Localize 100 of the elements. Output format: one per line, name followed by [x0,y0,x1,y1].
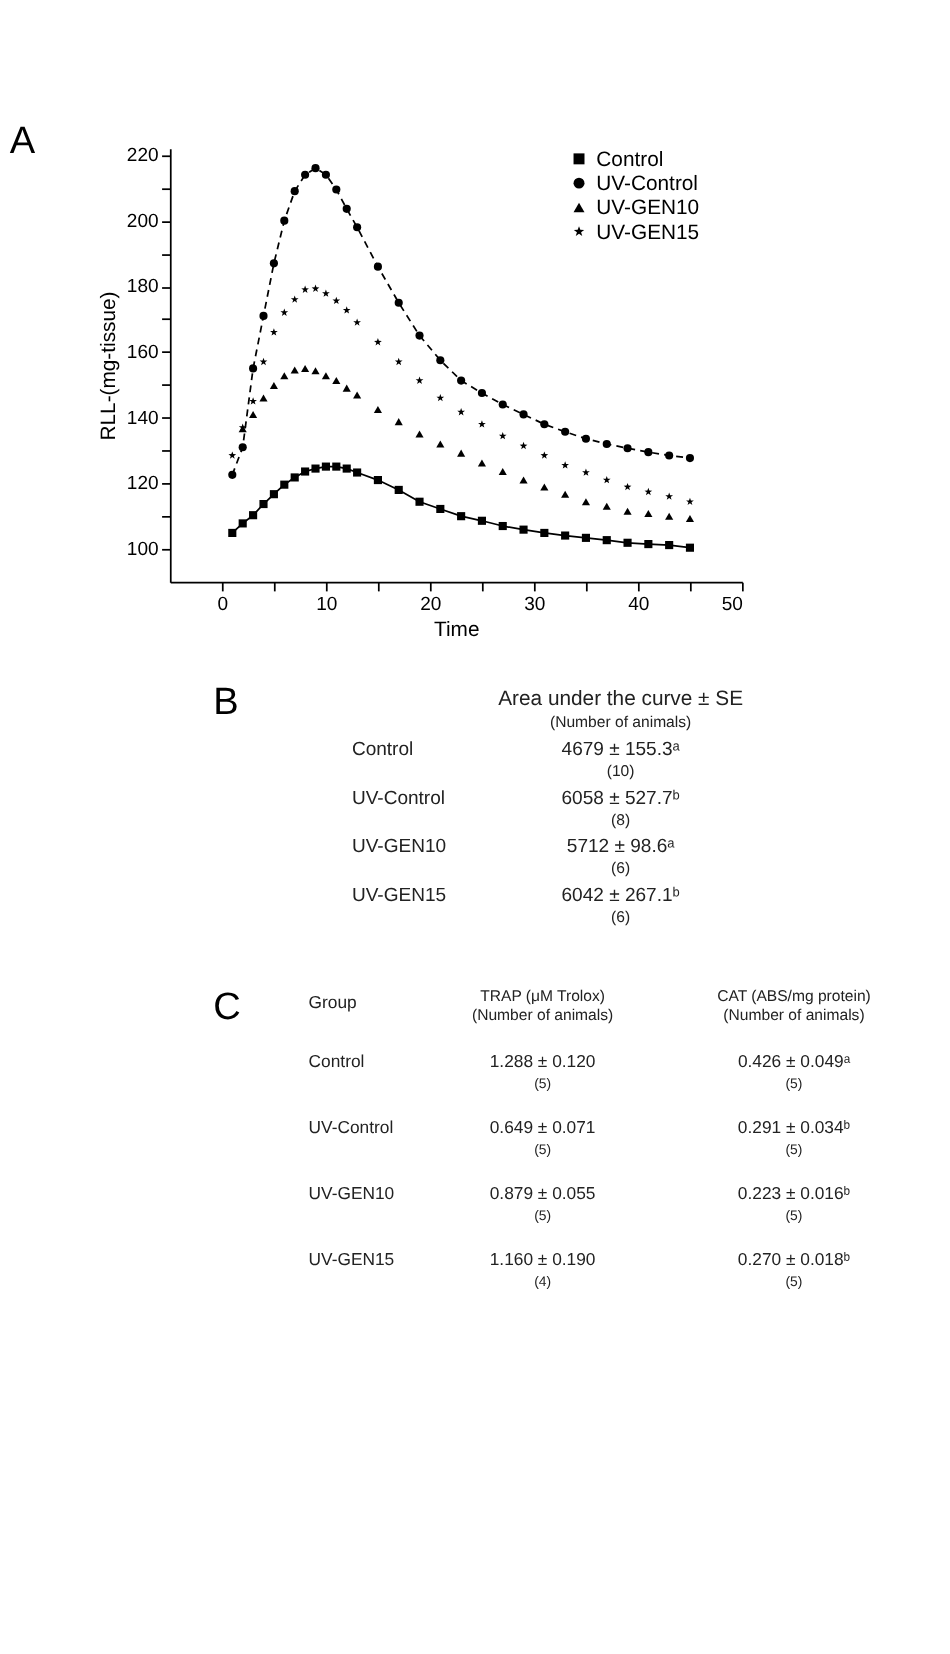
point [290,187,299,196]
point [353,391,362,399]
point [685,454,695,463]
point [436,504,445,514]
legend-label: UV-Control [596,174,699,197]
point [581,533,591,542]
text: (Number of animals) [471,1006,615,1025]
y-axis-title: RLL-(mg-tissue) [98,291,121,441]
point [602,536,611,545]
point [353,318,361,326]
point [477,459,486,467]
point [457,449,466,457]
point [644,540,653,549]
point [623,444,632,453]
point [238,443,247,452]
point [394,485,403,494]
point [280,480,289,489]
point [540,528,549,537]
text: UV-GEN10 [308,1183,395,1203]
point [415,497,424,506]
point [644,448,653,457]
point [290,366,299,374]
point [311,284,320,292]
text: Group [308,992,358,1013]
text: 4679 ± 155.3ᵃ [561,739,681,762]
point [249,364,258,373]
point [623,507,632,515]
point [269,381,278,390]
point [415,430,424,438]
point [519,476,528,484]
point [498,400,507,409]
point [311,367,320,375]
point [394,357,403,366]
y-tick-label: 180 [126,276,159,299]
x-tick-label: 50 [721,594,743,617]
point [581,434,591,443]
point [602,439,611,449]
y-tick-label: 140 [126,407,159,430]
point [436,393,445,402]
point [498,468,507,476]
y-tick-label: 220 [126,145,159,168]
point [477,389,486,398]
legend-label: UV-GEN10 [596,198,700,221]
point [561,461,570,469]
point [321,170,330,179]
point [457,408,465,416]
point [301,364,310,372]
point [561,427,570,436]
point [342,464,351,473]
text: 1.160 ± 0.190 [489,1248,596,1269]
point [290,473,299,482]
text: Area under the curve ± SE [498,688,744,711]
text: 5712 ± 98.6ᵃ [566,836,676,859]
point [301,285,309,293]
x-tick-label: 40 [628,594,650,617]
x-tick-label: 0 [217,594,229,617]
point [685,514,695,522]
point [353,223,362,232]
point [394,418,403,426]
text: 0.426 ± 0.049ᵃ [737,1051,852,1072]
point [249,410,258,418]
point [280,372,289,380]
point [228,470,237,479]
point [269,490,278,499]
x-tick-label: 30 [524,594,546,617]
legend-label: Control [596,149,664,172]
x-tick-label: 10 [316,594,338,617]
point [540,451,549,459]
text: UV-Control [308,1117,394,1138]
point [436,356,445,365]
point [342,306,351,314]
point [269,259,278,268]
point [519,410,528,419]
point [301,467,310,476]
x-tick-label: 20 [420,594,442,617]
text: 6058 ± 527.7ᵇ [561,787,681,810]
point [259,311,268,320]
point [259,499,268,509]
text: 0.649 ± 0.071 [489,1117,596,1138]
text: Control [351,739,414,762]
point [478,420,486,428]
point [373,405,382,413]
text: 1.288 ± 0.120 [489,1051,596,1072]
y-tick-label: 100 [126,539,159,562]
point [623,538,632,547]
y-tick-label: 160 [126,342,159,365]
point [238,519,247,528]
point [686,497,694,506]
text: 0.879 ± 0.055 [489,1183,596,1203]
x-axis-title: Time [434,620,480,643]
point [249,397,257,405]
text: (Number of animals) [549,713,693,732]
point [332,185,341,194]
point [280,308,289,316]
point [321,462,330,471]
text: 0.291 ± 0.034ᵇ [737,1117,852,1138]
point [644,487,653,496]
point [301,170,310,179]
point [665,492,674,500]
text: CAT (ABS/mg protein) [717,987,872,1006]
